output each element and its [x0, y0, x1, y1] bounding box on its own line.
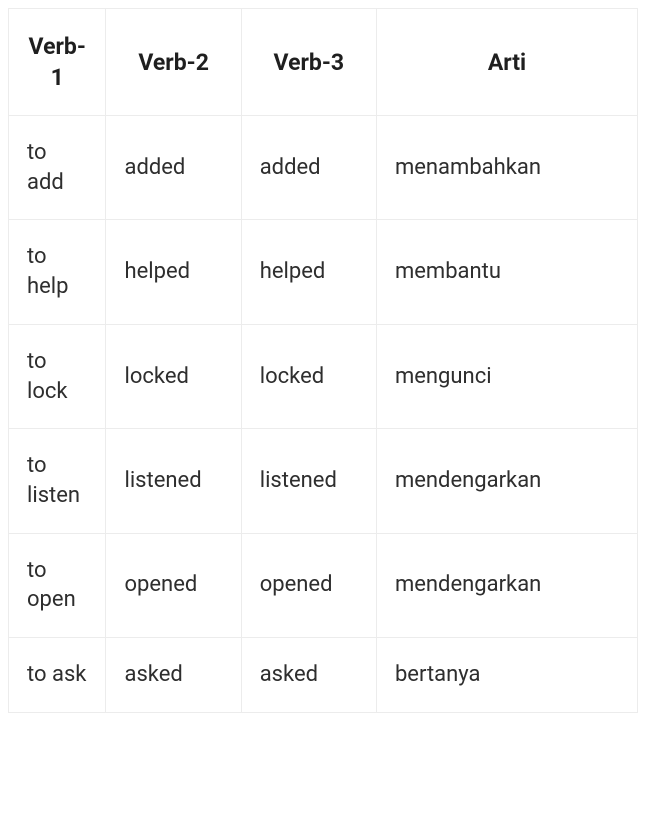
table-row: to ask asked asked bertanya [9, 637, 638, 712]
cell-arti: mendengarkan [376, 533, 637, 637]
table-body: to add added added menambahkan to help h… [9, 116, 638, 713]
cell-verb2: listened [106, 429, 241, 533]
cell-verb1: to ask [9, 637, 106, 712]
cell-verb2: opened [106, 533, 241, 637]
cell-verb3: added [241, 116, 376, 220]
cell-verb3: listened [241, 429, 376, 533]
cell-arti: mendengarkan [376, 429, 637, 533]
cell-verb3: helped [241, 220, 376, 324]
cell-verb2: asked [106, 637, 241, 712]
cell-verb3: opened [241, 533, 376, 637]
cell-arti: mengunci [376, 324, 637, 428]
table-row: to open opened opened mendengarkan [9, 533, 638, 637]
cell-verb1: to add [9, 116, 106, 220]
cell-verb3: asked [241, 637, 376, 712]
cell-verb2: locked [106, 324, 241, 428]
table-row: to help helped helped membantu [9, 220, 638, 324]
verb-table: Verb-1 Verb-2 Verb-3 Arti to add added a… [8, 8, 638, 713]
cell-verb1: to listen [9, 429, 106, 533]
cell-arti: menambahkan [376, 116, 637, 220]
cell-verb3: locked [241, 324, 376, 428]
table-header: Verb-1 Verb-2 Verb-3 Arti [9, 9, 638, 116]
cell-verb1: to open [9, 533, 106, 637]
cell-arti: membantu [376, 220, 637, 324]
header-row: Verb-1 Verb-2 Verb-3 Arti [9, 9, 638, 116]
table-row: to listen listened listened mendengarkan [9, 429, 638, 533]
table-row: to add added added menambahkan [9, 116, 638, 220]
col-header-arti: Arti [376, 9, 637, 116]
cell-arti: bertanya [376, 637, 637, 712]
cell-verb1: to lock [9, 324, 106, 428]
cell-verb2: helped [106, 220, 241, 324]
col-header-verb2: Verb-2 [106, 9, 241, 116]
cell-verb2: added [106, 116, 241, 220]
col-header-verb1: Verb-1 [9, 9, 106, 116]
col-header-verb3: Verb-3 [241, 9, 376, 116]
table-row: to lock locked locked mengunci [9, 324, 638, 428]
cell-verb1: to help [9, 220, 106, 324]
